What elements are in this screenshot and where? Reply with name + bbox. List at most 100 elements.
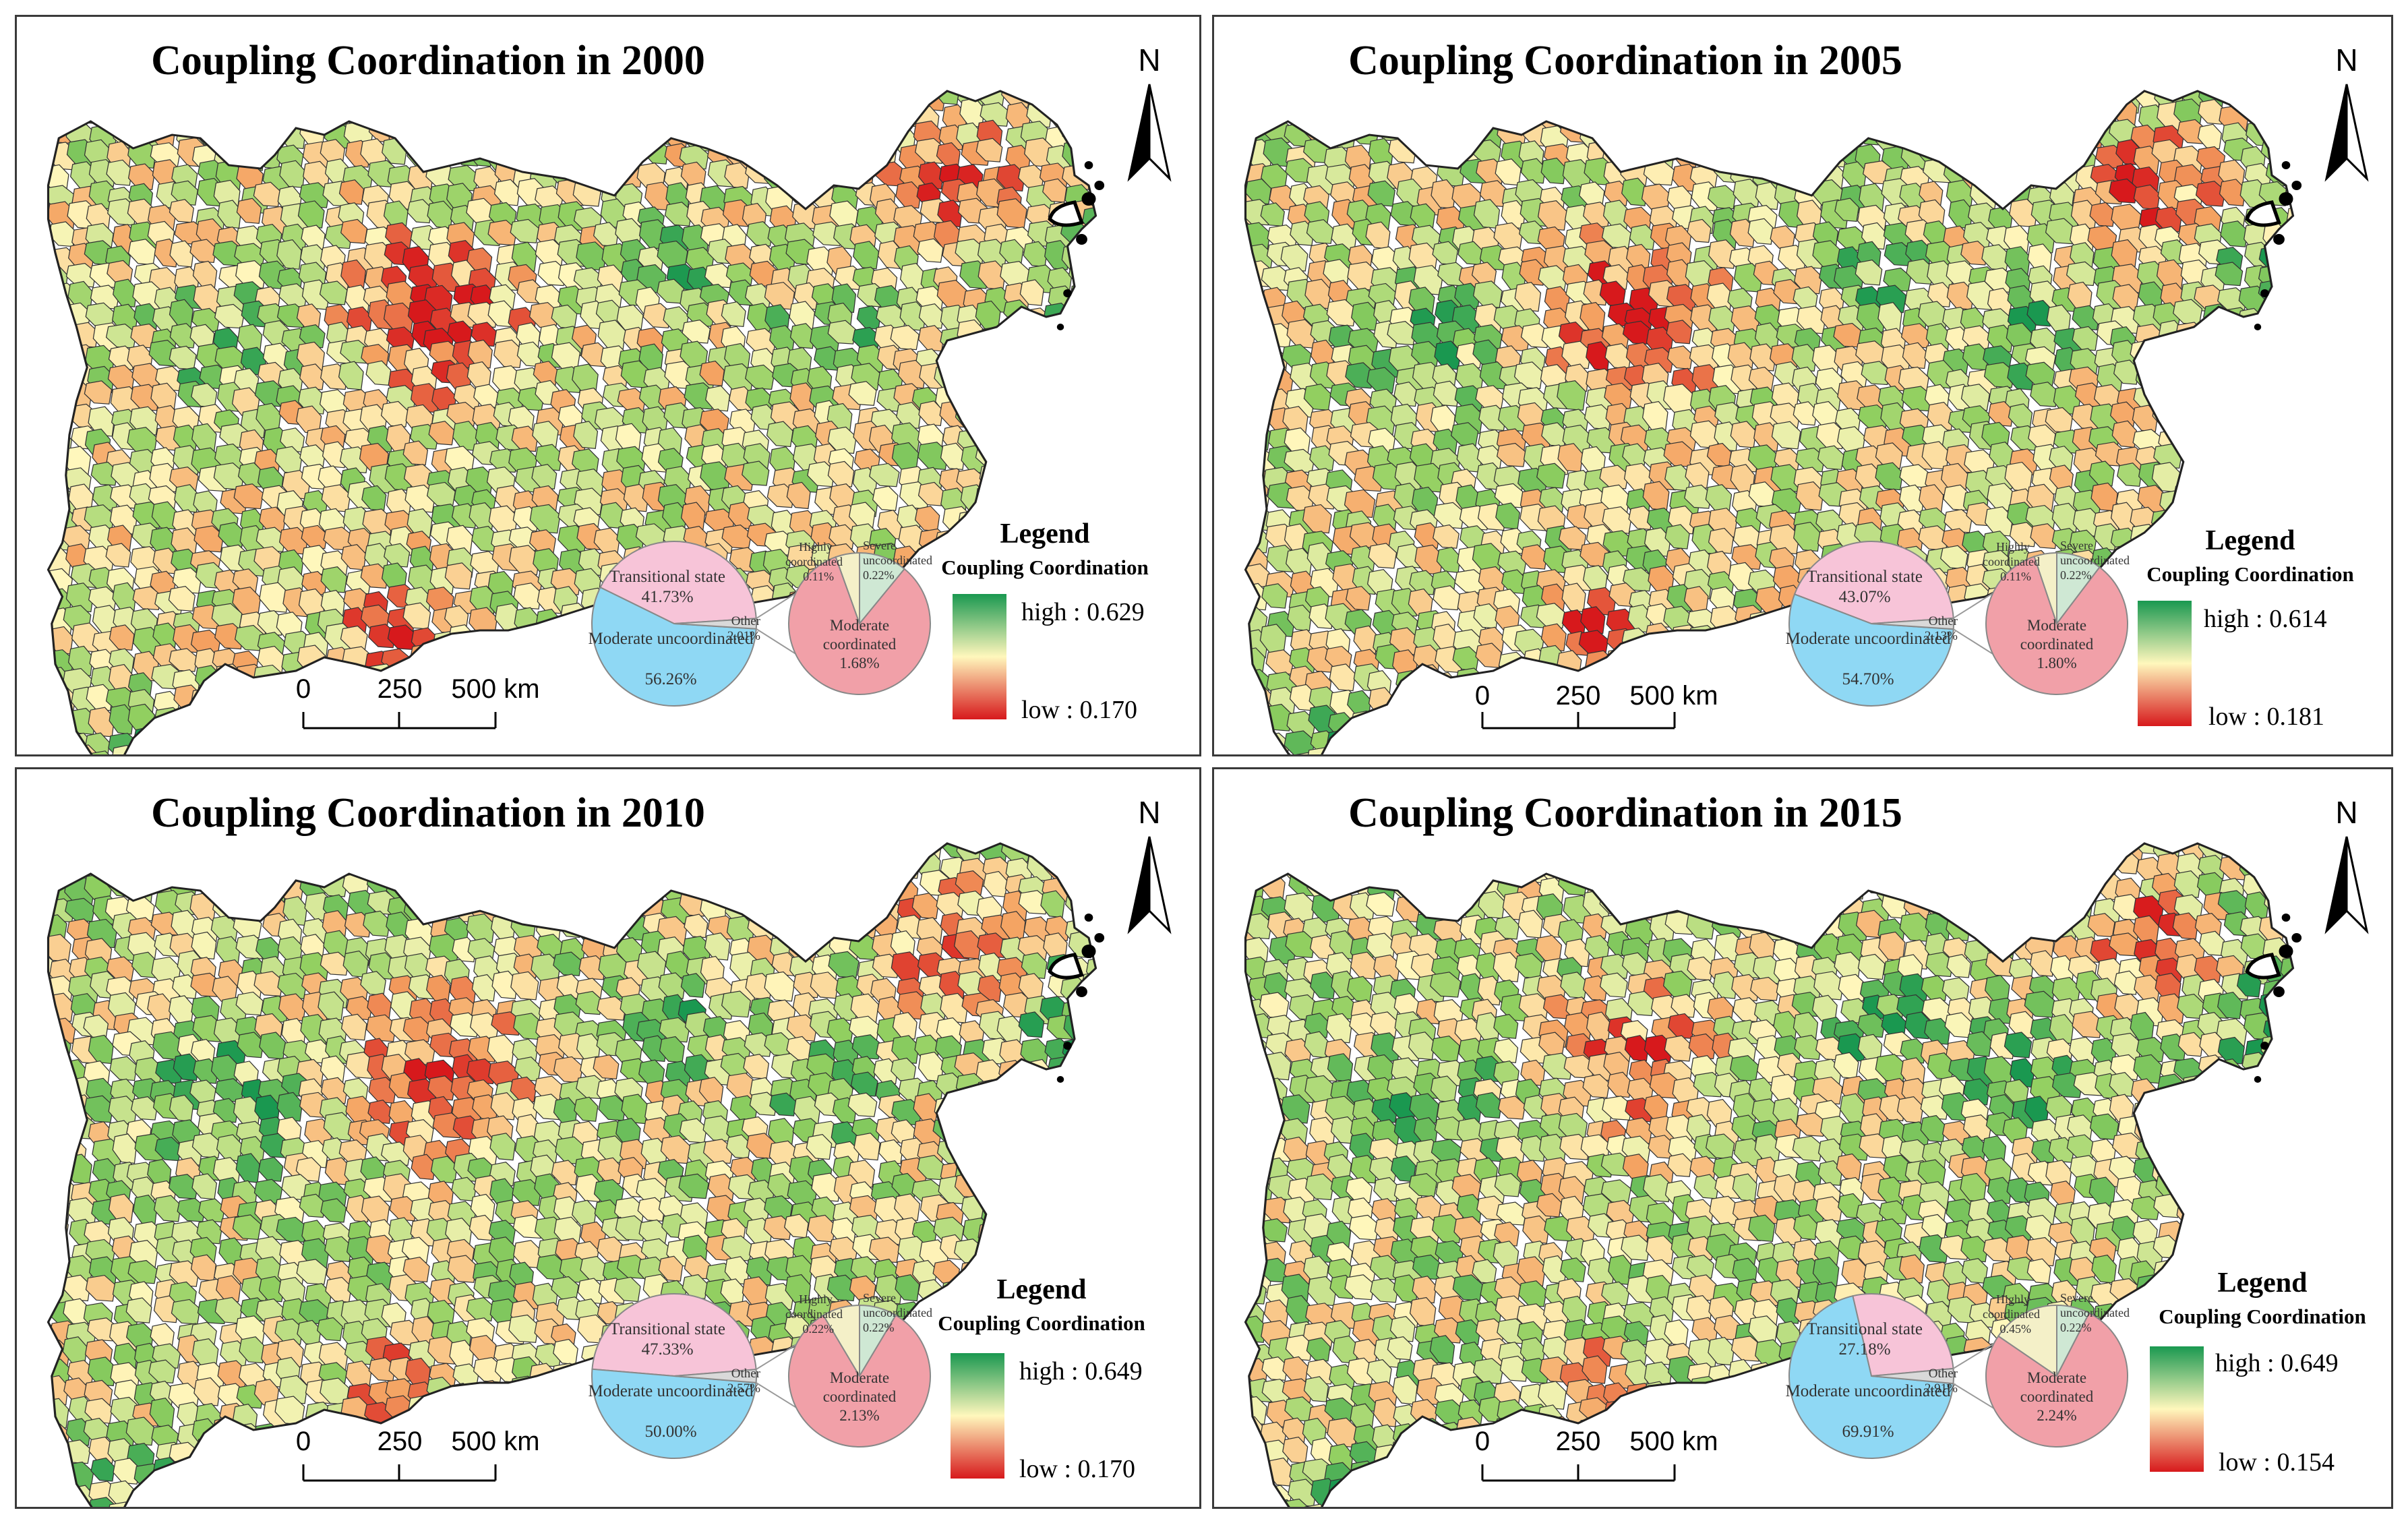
pie-label: coordinated: [785, 1307, 843, 1321]
pie-main-slice-1: [1788, 593, 1954, 707]
pie-main-slice-2: [1871, 1367, 1954, 1385]
legend-low-label: low : 0.154: [2219, 1448, 2335, 1477]
scale-tick-500: 500 km: [1629, 681, 1718, 711]
pie-label: Highly: [799, 1292, 833, 1306]
pie-label: Moderate uncoordinated: [588, 1382, 754, 1400]
pie-label: uncoordinated: [2060, 554, 2130, 567]
legend-low-label: low : 0.170: [1019, 1455, 1135, 1483]
legend-color-ramp: [2150, 1346, 2204, 1472]
pie-main-slice-2: [673, 1369, 757, 1383]
map-panel-2015: Coupling Coordination in 2015 N 0 250 50…: [1212, 767, 2393, 1509]
pie-label: Moderate uncoordinated: [588, 630, 754, 648]
pie-label: 0.22%: [863, 568, 895, 582]
pie-label: coordinated: [2020, 636, 2094, 653]
map-panel-2010: Coupling Coordination in 2010 N 0 250 50…: [15, 767, 1201, 1509]
pie-label: Other: [731, 614, 761, 628]
scale-tick-250: 250: [1556, 1427, 1601, 1456]
scale-bar: [1481, 712, 1676, 729]
legend-high-label: high : 0.649: [1019, 1357, 1143, 1385]
scale-tick-250: 250: [378, 674, 423, 704]
pie-label: 2.91%: [1925, 1381, 1958, 1396]
pie-label: 69.91%: [1842, 1423, 1894, 1441]
map-svg: Coupling Coordination in 2005 N 0 250 50…: [1244, 38, 2369, 754]
legend-subtitle: Coupling Coordination: [2146, 562, 2354, 586]
pie-label: 0.11%: [803, 570, 834, 583]
legend-color-ramp: [953, 594, 1006, 719]
legend-low-label: low : 0.170: [1021, 696, 1137, 724]
pie-main-slice-1: [1788, 1294, 1954, 1459]
pie-label: Highly: [1996, 540, 2030, 554]
pie-main-slice-1: [591, 1368, 757, 1460]
pie-label: Transitional state: [1807, 568, 1923, 586]
pie-label: 0.11%: [2000, 570, 2031, 583]
pie-label: coordinated: [823, 636, 897, 653]
pie-label: 47.33%: [641, 1340, 693, 1359]
scale-tick-250: 250: [1556, 681, 1601, 711]
legend-subtitle: Coupling Coordination: [941, 556, 1149, 579]
scale-tick-500: 500 km: [451, 674, 539, 704]
north-label: N: [2335, 795, 2357, 830]
north-label: N: [1138, 795, 1160, 830]
pie-label: Moderate: [2027, 617, 2086, 634]
pie-label: Other: [1929, 614, 1958, 628]
pie-label: 27.18%: [1838, 1340, 1890, 1359]
pie-label: 1.80%: [2037, 655, 2076, 672]
map-panel-2005: Coupling Coordination in 2005 N 0 250 50…: [1212, 15, 2393, 756]
legend-title: Legend: [2217, 1268, 2307, 1299]
pie-other: Highlycoordinated0.11%Severeuncoordinate…: [756, 539, 932, 695]
legend-subtitle: Coupling Coordination: [2159, 1305, 2366, 1328]
pie-label: 2.01%: [727, 629, 760, 643]
scale-tick-0: 0: [296, 1427, 311, 1456]
legend-high-label: high : 0.649: [2215, 1349, 2339, 1377]
north-arrow-icon: [2324, 84, 2369, 182]
pie-label: 0.22%: [803, 1322, 835, 1336]
map-svg: Coupling Coordination in 2010 N 0 250 50…: [47, 790, 1172, 1507]
scale-bar: [302, 1464, 497, 1482]
pie-label: uncoordinated: [2060, 1306, 2130, 1319]
pie-label: 0.45%: [2000, 1322, 2032, 1336]
legend-low-label: low : 0.181: [2208, 703, 2324, 731]
pie-label: coordinated: [823, 1388, 897, 1405]
pie-label: coordinated: [2020, 1388, 2094, 1405]
pie-label: Moderate: [830, 617, 889, 634]
legend-color-ramp: [951, 1353, 1004, 1479]
pie-label: 2.24%: [2037, 1407, 2076, 1424]
pie-label: Other: [731, 1367, 761, 1381]
map-title: Coupling Coordination in 2010: [151, 790, 705, 836]
pie-main-slice-1: [591, 586, 757, 707]
pie-label: Transitional state: [1807, 1320, 1923, 1338]
north-arrow-icon: [2324, 836, 2369, 934]
pie-main: Transitional state 43.07% Moderate uncoord…: [1785, 540, 1958, 707]
scale-tick-0: 0: [1475, 681, 1490, 711]
pie-label: Severe: [2060, 1291, 2093, 1305]
pie-label: Transitional state: [609, 1320, 725, 1338]
pie-other-slice-2: [788, 556, 931, 695]
north-arrow-icon: [1127, 84, 1172, 182]
map-title: Coupling Coordination in 2015: [1348, 790, 1902, 836]
pie-other-slice-0: [1997, 1304, 2057, 1377]
legend-subtitle: Coupling Coordination: [938, 1311, 1145, 1335]
scale-tick-250: 250: [378, 1427, 423, 1456]
pie-main: Transitional state 27.18% Moderate uncoord…: [1785, 1293, 1958, 1459]
legend-high-label: high : 0.629: [1021, 598, 1145, 626]
pie-label: Moderate: [2027, 1369, 2086, 1386]
pie-main-slice-0: [591, 1293, 757, 1377]
pie-label: coordinated: [785, 555, 843, 568]
pie-main-slice-0: [1852, 1293, 1954, 1377]
map-panel-2000: Coupling Coordination in 2000 N 0 250 50…: [15, 15, 1201, 756]
pie-label: uncoordinated: [863, 1306, 932, 1319]
map-title: Coupling Coordination in 2000: [151, 38, 705, 84]
scale-tick-0: 0: [296, 674, 311, 704]
pie-label: coordinated: [1983, 555, 2040, 568]
pie-label: 0.22%: [2060, 1321, 2092, 1334]
pie-label: Highly: [1996, 1292, 2030, 1306]
map-title: Coupling Coordination in 2005: [1348, 38, 1902, 84]
north-arrow-icon: [1127, 836, 1172, 934]
north-label: N: [1138, 42, 1160, 78]
pie-label: 0.22%: [863, 1321, 895, 1334]
scale-bar: [302, 712, 497, 729]
scale-tick-500: 500 km: [1629, 1427, 1718, 1456]
pie-label: uncoordinated: [863, 554, 932, 567]
pie-label: 2.57%: [727, 1381, 760, 1396]
pie-main-slice-0: [599, 540, 757, 625]
